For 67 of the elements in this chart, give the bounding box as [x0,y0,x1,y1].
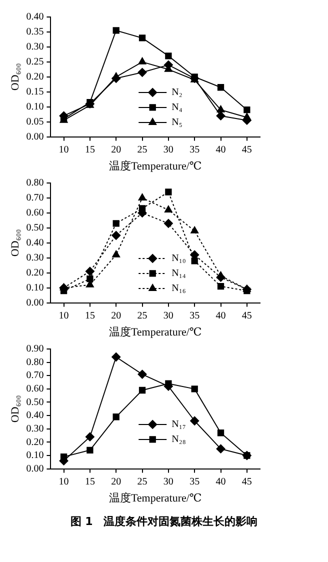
y-tick-label: 0.60 [26,384,44,395]
y-tick-label: 0.50 [26,222,44,234]
x-tick-label: 40 [216,310,226,322]
legend-label: N₁₄ [172,268,186,280]
y-tick-label: 0.20 [26,436,44,448]
x-tick-label: 25 [137,476,148,488]
x-tick-label: 30 [163,476,174,488]
y-tick-label: 0.30 [26,252,44,264]
x-tick-label: 15 [84,144,95,156]
legend-label: N₅ [172,117,182,128]
x-tick-label: 35 [190,144,200,156]
x-tick-label: 30 [163,144,174,156]
x-tick-label: 40 [216,476,226,488]
caption: 图 1 温度条件对固氮菌株生长的影响 [69,514,259,529]
y-tick-label: 0.40 [26,410,44,422]
x-tick-label: 25 [137,144,148,156]
x-tick-label: 10 [58,310,69,322]
x-tick-label: 15 [84,310,95,322]
x-tick-label: 45 [242,144,252,156]
x-tick-label: 20 [111,144,122,156]
y-tick-label: 0.10 [26,450,44,462]
y-tick-label: 0.70 [26,192,44,204]
legend-label: N₄ [172,102,183,114]
y-tick-label: 0.80 [26,178,44,189]
y-tick-label: 0.00 [26,131,44,142]
y-tick-label: 0.90 [26,344,44,355]
y-tick-label: 0.15 [26,86,44,98]
x-axis-title: 温度Temperature/℃ [108,325,202,338]
y-tick-label: 0.00 [26,297,44,308]
x-tick-label: 20 [111,310,122,322]
legend-label: N₁₆ [172,283,186,294]
x-tick-label: 30 [163,310,174,322]
x-axis-title: 温度Temperature/℃ [108,491,202,504]
x-tick-label: 40 [216,144,226,156]
y-tick-label: 0.35 [26,26,44,38]
x-tick-label: 35 [190,476,200,488]
y-tick-label: 0.50 [26,396,44,408]
x-tick-label: 45 [242,476,252,488]
y-tick-label: 0.10 [26,101,44,112]
x-tick-label: 25 [137,310,148,322]
x-axis-title: 温度Temperature/℃ [108,159,202,172]
y-tick-label: 0.10 [26,282,44,294]
x-tick-label: 45 [242,310,252,322]
y-tick-label: 0.40 [26,12,44,23]
y-tick-label: 0.80 [26,356,44,368]
y-tick-label: 0.00 [26,463,44,474]
legend-label: N₁₀ [172,253,186,264]
y-tick-label: 0.25 [26,56,44,68]
y-tick-label: 0.30 [26,423,44,434]
legend-label: N₂₈ [172,434,186,446]
y-axis-title: OD₆₀₀ [9,395,22,423]
legend-label: N₂ [172,87,182,98]
x-tick-label: 20 [111,476,122,488]
y-tick-label: 0.05 [26,116,44,128]
y-axis-title: OD₆₀₀ [9,63,22,91]
y-tick-label: 0.20 [26,267,44,278]
y-tick-label: 0.70 [26,370,44,382]
y-tick-label: 0.40 [26,238,44,249]
x-tick-label: 15 [84,476,95,488]
y-tick-label: 0.20 [26,72,44,83]
y-tick-label: 0.30 [26,42,44,53]
x-tick-label: 10 [58,476,69,488]
y-tick-label: 0.60 [26,208,44,219]
y-axis-title: OD₆₀₀ [9,229,22,257]
x-tick-label: 35 [190,310,200,322]
legend-label: N₁₇ [172,419,186,430]
x-tick-label: 10 [58,144,69,156]
